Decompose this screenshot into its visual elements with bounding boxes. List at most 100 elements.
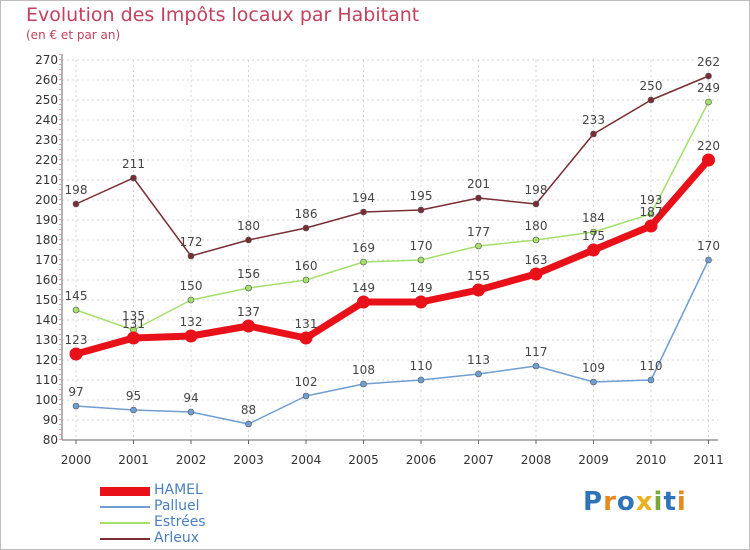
chart-title: Evolution des Impôts locaux par Habitant bbox=[26, 4, 420, 26]
point-hamel bbox=[69, 347, 83, 361]
data-label-estrées: 160 bbox=[295, 259, 318, 273]
point-palluel bbox=[302, 392, 310, 400]
x-tick-label: 2005 bbox=[348, 453, 379, 467]
point-hamel bbox=[184, 329, 198, 343]
point-palluel bbox=[245, 420, 252, 428]
y-tick-label: 200 bbox=[35, 193, 58, 207]
data-label-estrées: 135 bbox=[122, 309, 145, 323]
legend-swatch bbox=[100, 506, 150, 508]
data-label-arleux: 198 bbox=[525, 183, 548, 197]
y-tick-label: 90 bbox=[43, 413, 58, 427]
point-hamel bbox=[529, 267, 543, 281]
x-tick-label: 2008 bbox=[521, 453, 552, 467]
axes: 8090100110120130140150160170180190200210… bbox=[35, 53, 724, 467]
point-palluel bbox=[72, 402, 80, 410]
legend-label: Arleux bbox=[154, 530, 199, 546]
point-arleux bbox=[130, 174, 137, 182]
point-arleux bbox=[590, 130, 597, 138]
point-palluel bbox=[647, 376, 655, 384]
series-lines bbox=[69, 72, 715, 428]
point-palluel bbox=[590, 378, 597, 386]
data-label-palluel: 94 bbox=[183, 391, 198, 405]
logo-letter: i bbox=[676, 487, 687, 517]
data-label-arleux: 195 bbox=[410, 189, 433, 203]
point-palluel bbox=[475, 370, 482, 378]
point-arleux bbox=[705, 72, 712, 80]
grid bbox=[62, 59, 718, 441]
y-tick-label: 230 bbox=[35, 133, 58, 147]
legend-label: HAMEL bbox=[154, 482, 203, 498]
y-tick-label: 140 bbox=[35, 313, 58, 327]
point-arleux bbox=[72, 200, 80, 208]
data-label-arleux: 250 bbox=[640, 79, 663, 93]
point-palluel bbox=[532, 362, 540, 370]
point-arleux bbox=[360, 208, 367, 216]
data-label-hamel: 132 bbox=[180, 315, 203, 329]
data-label-palluel: 102 bbox=[295, 375, 318, 389]
point-hamel bbox=[587, 243, 600, 257]
data-label-hamel: 149 bbox=[352, 281, 375, 295]
data-label-palluel: 95 bbox=[126, 389, 141, 403]
y-tick-label: 100 bbox=[35, 393, 58, 407]
y-tick-label: 180 bbox=[35, 233, 58, 247]
legend-swatch bbox=[100, 538, 150, 540]
series-line-palluel bbox=[75, 259, 710, 425]
point-hamel bbox=[702, 153, 715, 167]
data-label-hamel: 149 bbox=[410, 281, 433, 295]
data-label-estrées: 150 bbox=[180, 279, 203, 293]
point-hamel bbox=[644, 219, 658, 233]
x-tick-label: 2004 bbox=[291, 453, 322, 467]
data-label-hamel: 123 bbox=[65, 333, 88, 347]
point-hamel bbox=[242, 319, 255, 333]
data-label-estrées: 170 bbox=[410, 239, 433, 253]
data-label-hamel: 187 bbox=[640, 205, 663, 219]
point-estrées bbox=[302, 276, 310, 284]
data-label-palluel: 113 bbox=[467, 353, 490, 367]
logo-letter: P bbox=[583, 487, 604, 517]
x-tick-label: 2009 bbox=[578, 453, 609, 467]
y-tick-label: 170 bbox=[35, 253, 58, 267]
point-estrées bbox=[475, 242, 482, 250]
point-arleux bbox=[187, 252, 195, 260]
legend-swatch bbox=[100, 522, 150, 524]
point-arleux bbox=[417, 206, 425, 214]
point-estrées bbox=[532, 236, 540, 244]
point-arleux bbox=[475, 194, 482, 202]
logo-letter: x bbox=[635, 487, 654, 517]
point-estrées bbox=[245, 284, 252, 292]
data-label-hamel: 137 bbox=[237, 305, 260, 319]
point-hamel bbox=[299, 331, 313, 345]
x-tick-label: 2002 bbox=[176, 453, 207, 467]
data-label-arleux: 172 bbox=[180, 235, 203, 249]
x-tick-label: 2010 bbox=[636, 453, 667, 467]
y-tick-label: 160 bbox=[35, 273, 58, 287]
point-estrées bbox=[72, 306, 80, 314]
chart-subtitle: (en € et par an) bbox=[26, 28, 121, 42]
legend-label: Palluel bbox=[154, 498, 200, 514]
x-tick-label: 2000 bbox=[61, 453, 92, 467]
data-label-palluel: 110 bbox=[640, 359, 663, 373]
data-label-arleux: 194 bbox=[352, 191, 375, 205]
data-label-estrées: 177 bbox=[467, 225, 490, 239]
y-tick-label: 190 bbox=[35, 213, 58, 227]
data-label-arleux: 198 bbox=[65, 183, 88, 197]
data-label-palluel: 170 bbox=[697, 239, 720, 253]
logo-letter: o bbox=[616, 487, 636, 517]
data-label-estrées: 169 bbox=[352, 241, 375, 255]
data-label-arleux: 233 bbox=[582, 113, 605, 127]
y-tick-label: 250 bbox=[35, 93, 58, 107]
legend-label: Estrées bbox=[154, 514, 206, 530]
point-arleux bbox=[532, 200, 540, 208]
y-tick-label: 120 bbox=[35, 353, 58, 367]
data-label-hamel: 131 bbox=[122, 317, 145, 331]
series-line-hamel bbox=[75, 157, 712, 358]
x-tick-label: 2001 bbox=[118, 453, 149, 467]
point-estrées bbox=[647, 210, 655, 218]
data-label-arleux: 262 bbox=[697, 55, 720, 69]
data-label-palluel: 117 bbox=[525, 345, 548, 359]
data-labels: 123 131 132 137 131 149 149 155 163 175 187 220 97 95… bbox=[65, 55, 720, 417]
point-estrées bbox=[705, 98, 712, 106]
series-line-estrées bbox=[75, 101, 710, 331]
point-palluel bbox=[705, 256, 712, 264]
